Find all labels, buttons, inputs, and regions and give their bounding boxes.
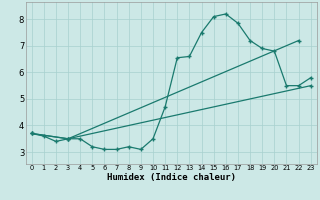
X-axis label: Humidex (Indice chaleur): Humidex (Indice chaleur) (107, 173, 236, 182)
